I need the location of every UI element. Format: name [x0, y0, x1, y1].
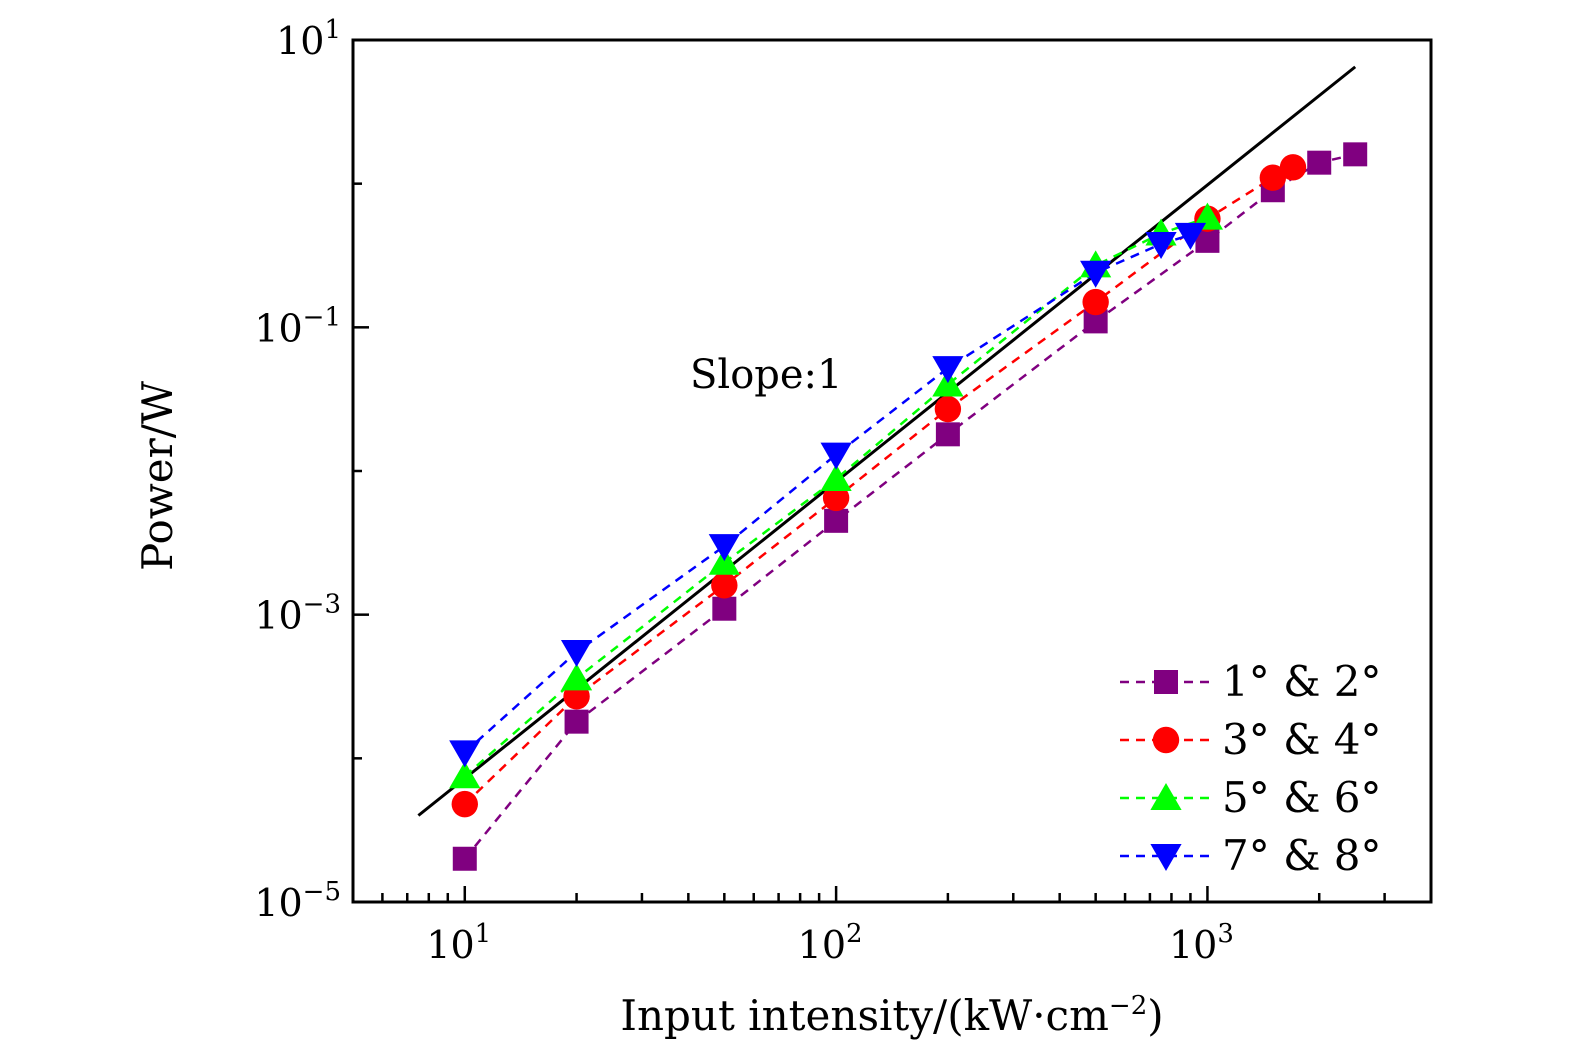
series-4: [463, 233, 1191, 754]
legend-marker: [1150, 783, 1182, 810]
series-markers-4: [449, 222, 1207, 768]
data-point: [935, 422, 960, 447]
y-tick-label: 10−1: [254, 302, 341, 350]
y-tick-label: 101: [276, 15, 341, 63]
legend-item-2: 3° & 4°: [1120, 715, 1382, 764]
data-point: [1307, 150, 1332, 175]
series-line: [463, 233, 1191, 754]
data-point: [820, 442, 852, 470]
data-point: [820, 463, 852, 491]
legend-label: 7° & 8°: [1222, 831, 1382, 880]
legend-label: 3° & 4°: [1222, 715, 1382, 764]
y-axis-label: Power/W: [133, 380, 182, 571]
data-point: [449, 740, 481, 768]
data-point: [1145, 232, 1177, 260]
series-2: [463, 166, 1294, 806]
y-tick-label: 10−3: [254, 590, 341, 638]
data-point: [449, 761, 481, 789]
data-point: [708, 547, 740, 575]
legend-item-1: 1° & 2°: [1120, 657, 1382, 706]
data-point: [824, 508, 849, 533]
slope-line: [417, 65, 1357, 817]
legend: 1° & 2° 3° & 4° 5° & 6° 7° & 8°: [1120, 657, 1382, 880]
legend-label: 1° & 2°: [1222, 657, 1382, 706]
data-point: [712, 596, 737, 621]
slope-annotation: Slope:1: [690, 352, 842, 398]
data-point: [822, 484, 850, 512]
y-tick-label: 10−5: [254, 877, 341, 925]
data-point: [932, 356, 964, 384]
series-line: [463, 166, 1294, 806]
data-point: [1174, 222, 1207, 250]
data-point: [560, 663, 593, 691]
data-point: [564, 709, 589, 734]
x-tick-label: 103: [1169, 919, 1234, 967]
labels-layer: 101 102 103 10−5 10−3 10−1 101 Input intensity/…: [133, 15, 1234, 1040]
legend-label: 5° & 6°: [1222, 773, 1382, 822]
legend-item-3: 5° & 6°: [1120, 773, 1382, 822]
data-point: [708, 534, 740, 562]
data-point: [1082, 288, 1109, 316]
x-tick-label: 102: [798, 919, 863, 967]
data-point: [452, 846, 477, 871]
legend-item-4: 7° & 8°: [1120, 831, 1382, 880]
legend-marker: [1154, 670, 1178, 694]
data-point: [560, 639, 593, 667]
data-point: [451, 790, 478, 818]
x-axis-label: Input intensity/(kW·cm−2): [620, 991, 1163, 1040]
legend-marker: [1152, 726, 1180, 754]
data-point: [711, 572, 738, 599]
legend-marker: [1150, 844, 1182, 871]
data-point: [1080, 260, 1112, 288]
data-point: [1259, 164, 1287, 191]
data-point: [1279, 154, 1307, 181]
data-point: [1343, 142, 1368, 167]
x-tick-label: 101: [426, 919, 491, 967]
ticks-layer: [351, 38, 1433, 904]
data-point: [934, 395, 962, 423]
data-layer: [417, 65, 1368, 871]
